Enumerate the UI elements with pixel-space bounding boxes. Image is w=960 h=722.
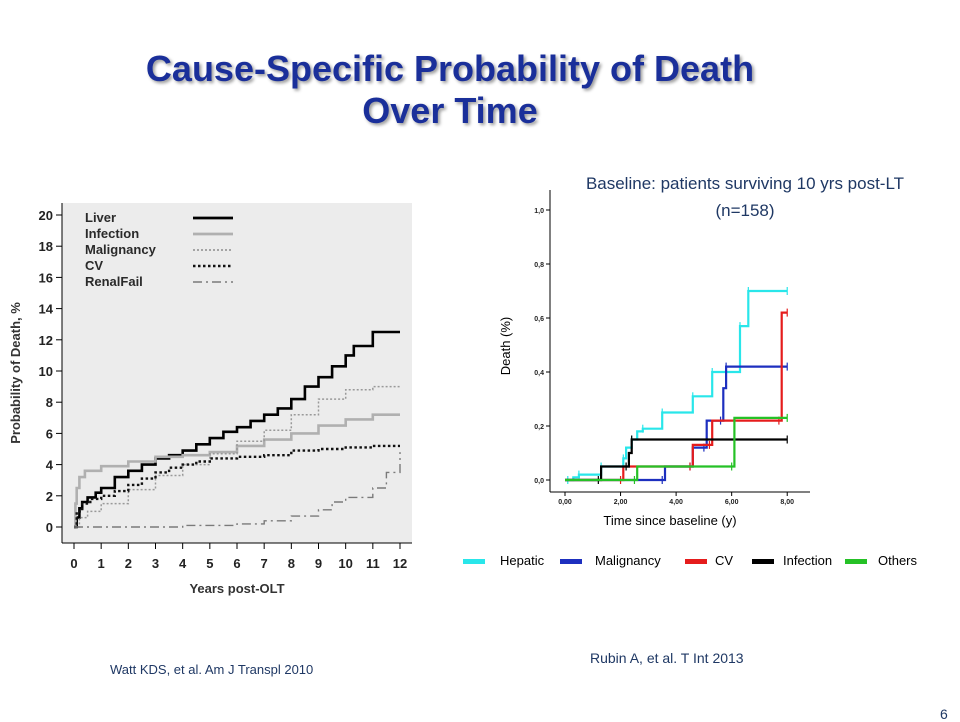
title-line-1: Cause-Specific Probability of Death — [145, 48, 755, 89]
y-tick-label: 8 — [46, 395, 53, 410]
x-tick-label: 9 — [315, 556, 322, 571]
y-tick-label: 12 — [39, 333, 53, 348]
series-line-cv — [565, 311, 788, 482]
x-tick-label: 1 — [98, 556, 105, 571]
y-tick-label: 0 — [46, 520, 53, 535]
x-axis-label: Years post-OLT — [189, 581, 284, 596]
x-tick-label: 5 — [206, 556, 213, 571]
legend-swatch-cv — [685, 559, 707, 564]
legend-label-malignancy: Malignancy — [85, 242, 157, 257]
legend-label-infection: Infection — [783, 553, 832, 568]
legend-label-infection: Infection — [85, 226, 139, 241]
y-tick-label: 20 — [39, 208, 53, 223]
series-line-malignancy — [74, 385, 400, 528]
x-tick-label: 6 — [233, 556, 240, 571]
series-line-liver — [74, 330, 400, 529]
y-tick-label: 2 — [46, 489, 53, 504]
y-tick-label: 16 — [39, 270, 53, 285]
series-line-hepatic — [565, 289, 788, 482]
legend-label-renalfail: RenalFail — [85, 274, 143, 289]
x-tick-label: 2,00 — [614, 499, 628, 506]
legend-swatch-infection — [752, 559, 774, 564]
x-tick-label: 7 — [261, 556, 268, 571]
x-tick-label: 6,00 — [725, 499, 739, 506]
legend-swatch-malignancy — [560, 559, 582, 564]
legend-label-liver: Liver — [85, 210, 116, 225]
y-tick-label: 10 — [39, 364, 53, 379]
title-line-2: Over Time — [362, 90, 538, 131]
x-tick-label: 3 — [152, 556, 159, 571]
x-tick-label: 2 — [125, 556, 132, 571]
citation-right: Rubin A, et al. T Int 2013 — [590, 650, 744, 666]
citation-left: Watt KDS, et al. Am J Transpl 2010 — [110, 662, 314, 677]
x-tick-label: 4 — [179, 556, 187, 571]
x-axis-label: Time since baseline (y) — [603, 513, 736, 528]
legend-label-hepatic: Hepatic — [500, 553, 545, 568]
y-tick-label: 1,0 — [534, 208, 544, 215]
y-tick-label: 14 — [39, 302, 54, 317]
legend-label-others: Others — [878, 553, 918, 568]
page-number: 6 — [940, 706, 948, 722]
x-tick-label: 0,00 — [558, 499, 572, 506]
x-tick-label: 12 — [393, 556, 407, 571]
y-tick-label: 4 — [46, 458, 54, 473]
y-tick-label: 0,4 — [534, 370, 544, 377]
x-tick-label: 8,00 — [780, 499, 794, 506]
series-line-infection — [74, 413, 400, 529]
slide-title: Cause-Specific Probability of Death Over… — [0, 48, 900, 132]
legend-label-cv: CV — [715, 553, 733, 568]
legend-label-cv: CV — [85, 258, 103, 273]
chart-right-subtitle: Baseline: patients surviving 10 yrs post… — [585, 174, 905, 220]
y-tick-label: 0,6 — [534, 316, 544, 323]
x-tick-label: 11 — [366, 556, 380, 571]
y-tick-label: 0,8 — [534, 262, 544, 269]
y-tick-label: 18 — [39, 239, 53, 254]
legend-swatch-hepatic — [463, 559, 485, 564]
x-tick-label: 10 — [338, 556, 352, 571]
legend-swatch-others — [845, 559, 867, 564]
series-line-others — [565, 416, 788, 482]
series-line-renalfail — [74, 452, 401, 528]
y-axis-label: Death (%) — [498, 317, 513, 376]
x-tick-label: 0 — [70, 556, 77, 571]
y-tick-label: 0,2 — [534, 424, 544, 431]
y-axis-label: Probability of Death, % — [8, 302, 23, 444]
x-tick-label: 4,00 — [669, 499, 683, 506]
y-tick-label: 6 — [46, 426, 53, 441]
series-line-malignancy — [565, 365, 788, 482]
plot-background — [62, 203, 412, 543]
series-line-cv — [74, 444, 400, 529]
y-tick-label: 0,0 — [534, 478, 544, 485]
right-survival-chart: 0,0 0,2 0,4 0,6 0,8 1,0 0,00 2,00 4,00 6,00 8,00 De… — [463, 190, 918, 568]
legend-label-malignancy: Malignancy — [595, 553, 661, 568]
x-tick-label: 8 — [288, 556, 295, 571]
